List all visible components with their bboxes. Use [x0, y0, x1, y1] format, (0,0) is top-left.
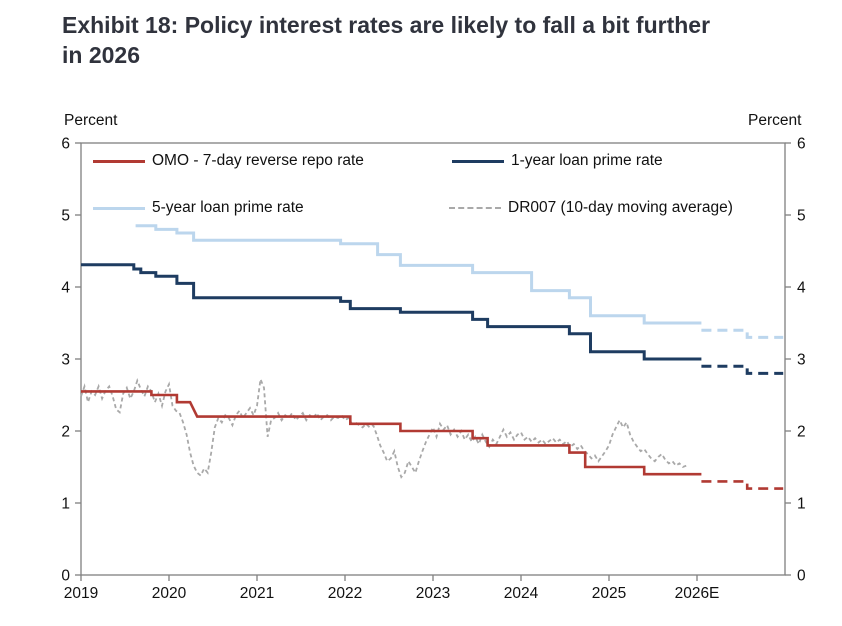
- y-tick-label-right: 3: [797, 352, 806, 369]
- legend-swatch-lpr1y: [452, 159, 504, 163]
- series-line-lpr5y: [135, 224, 702, 325]
- x-tick-label: 2021: [240, 585, 274, 602]
- legend-label-lpr5y: 5-year loan prime rate: [152, 199, 304, 216]
- legend-item-dr007: DR007 (10-day moving average): [449, 198, 733, 218]
- legend-label-dr007: DR007 (10-day moving average): [508, 199, 733, 216]
- exhibit-title: Exhibit 18: Policy interest rates are li…: [62, 12, 711, 69]
- y-tick-label-left: 0: [61, 568, 70, 585]
- y-axis-unit-left: Percent: [64, 112, 118, 129]
- legend-item-lpr1y: 1-year loan prime rate: [452, 151, 663, 171]
- y-tick-label-left: 1: [61, 496, 70, 513]
- series-forecast-lpr1y: [701, 364, 784, 375]
- series-forecast-lpr5y: [701, 328, 784, 339]
- legend-swatch-dr007: [449, 207, 501, 209]
- series-line-lpr1y: [81, 263, 702, 361]
- x-tick-label: 2020: [152, 585, 187, 602]
- series-line-omo: [81, 390, 702, 476]
- legend-label-omo: OMO - 7-day reverse repo rate: [152, 152, 364, 169]
- x-tick-label: 2023: [416, 585, 450, 602]
- y-tick-label-right: 1: [797, 496, 806, 513]
- legend-swatch-lpr5y: [93, 206, 145, 210]
- y-tick-label-left: 3: [61, 352, 70, 369]
- series-forecast-omo: [701, 480, 784, 490]
- y-tick-label-right: 6: [797, 136, 806, 153]
- legend-label-lpr1y: 1-year loan prime rate: [511, 152, 663, 169]
- y-tick-label-right: 2: [797, 424, 806, 441]
- x-tick-label: 2022: [328, 585, 362, 602]
- y-tick-label-left: 6: [61, 136, 70, 153]
- y-tick-label-right: 4: [797, 280, 806, 297]
- legend-item-lpr5y: 5-year loan prime rate: [93, 198, 304, 218]
- y-tick-label-left: 4: [61, 280, 70, 297]
- x-tick-label: 2026E: [675, 585, 720, 602]
- legend-swatch-omo: [93, 159, 145, 163]
- legend-item-omo: OMO - 7-day reverse repo rate: [93, 151, 364, 171]
- y-tick-label-left: 5: [61, 208, 70, 225]
- x-tick-label: 2024: [504, 585, 539, 602]
- y-tick-label-right: 5: [797, 208, 806, 225]
- x-tick-label: 2025: [592, 585, 626, 602]
- x-tick-label: 2019: [64, 585, 98, 602]
- y-tick-label-right: 0: [797, 568, 806, 585]
- y-tick-label-left: 2: [61, 424, 70, 441]
- y-axis-unit-right: Percent: [748, 112, 802, 129]
